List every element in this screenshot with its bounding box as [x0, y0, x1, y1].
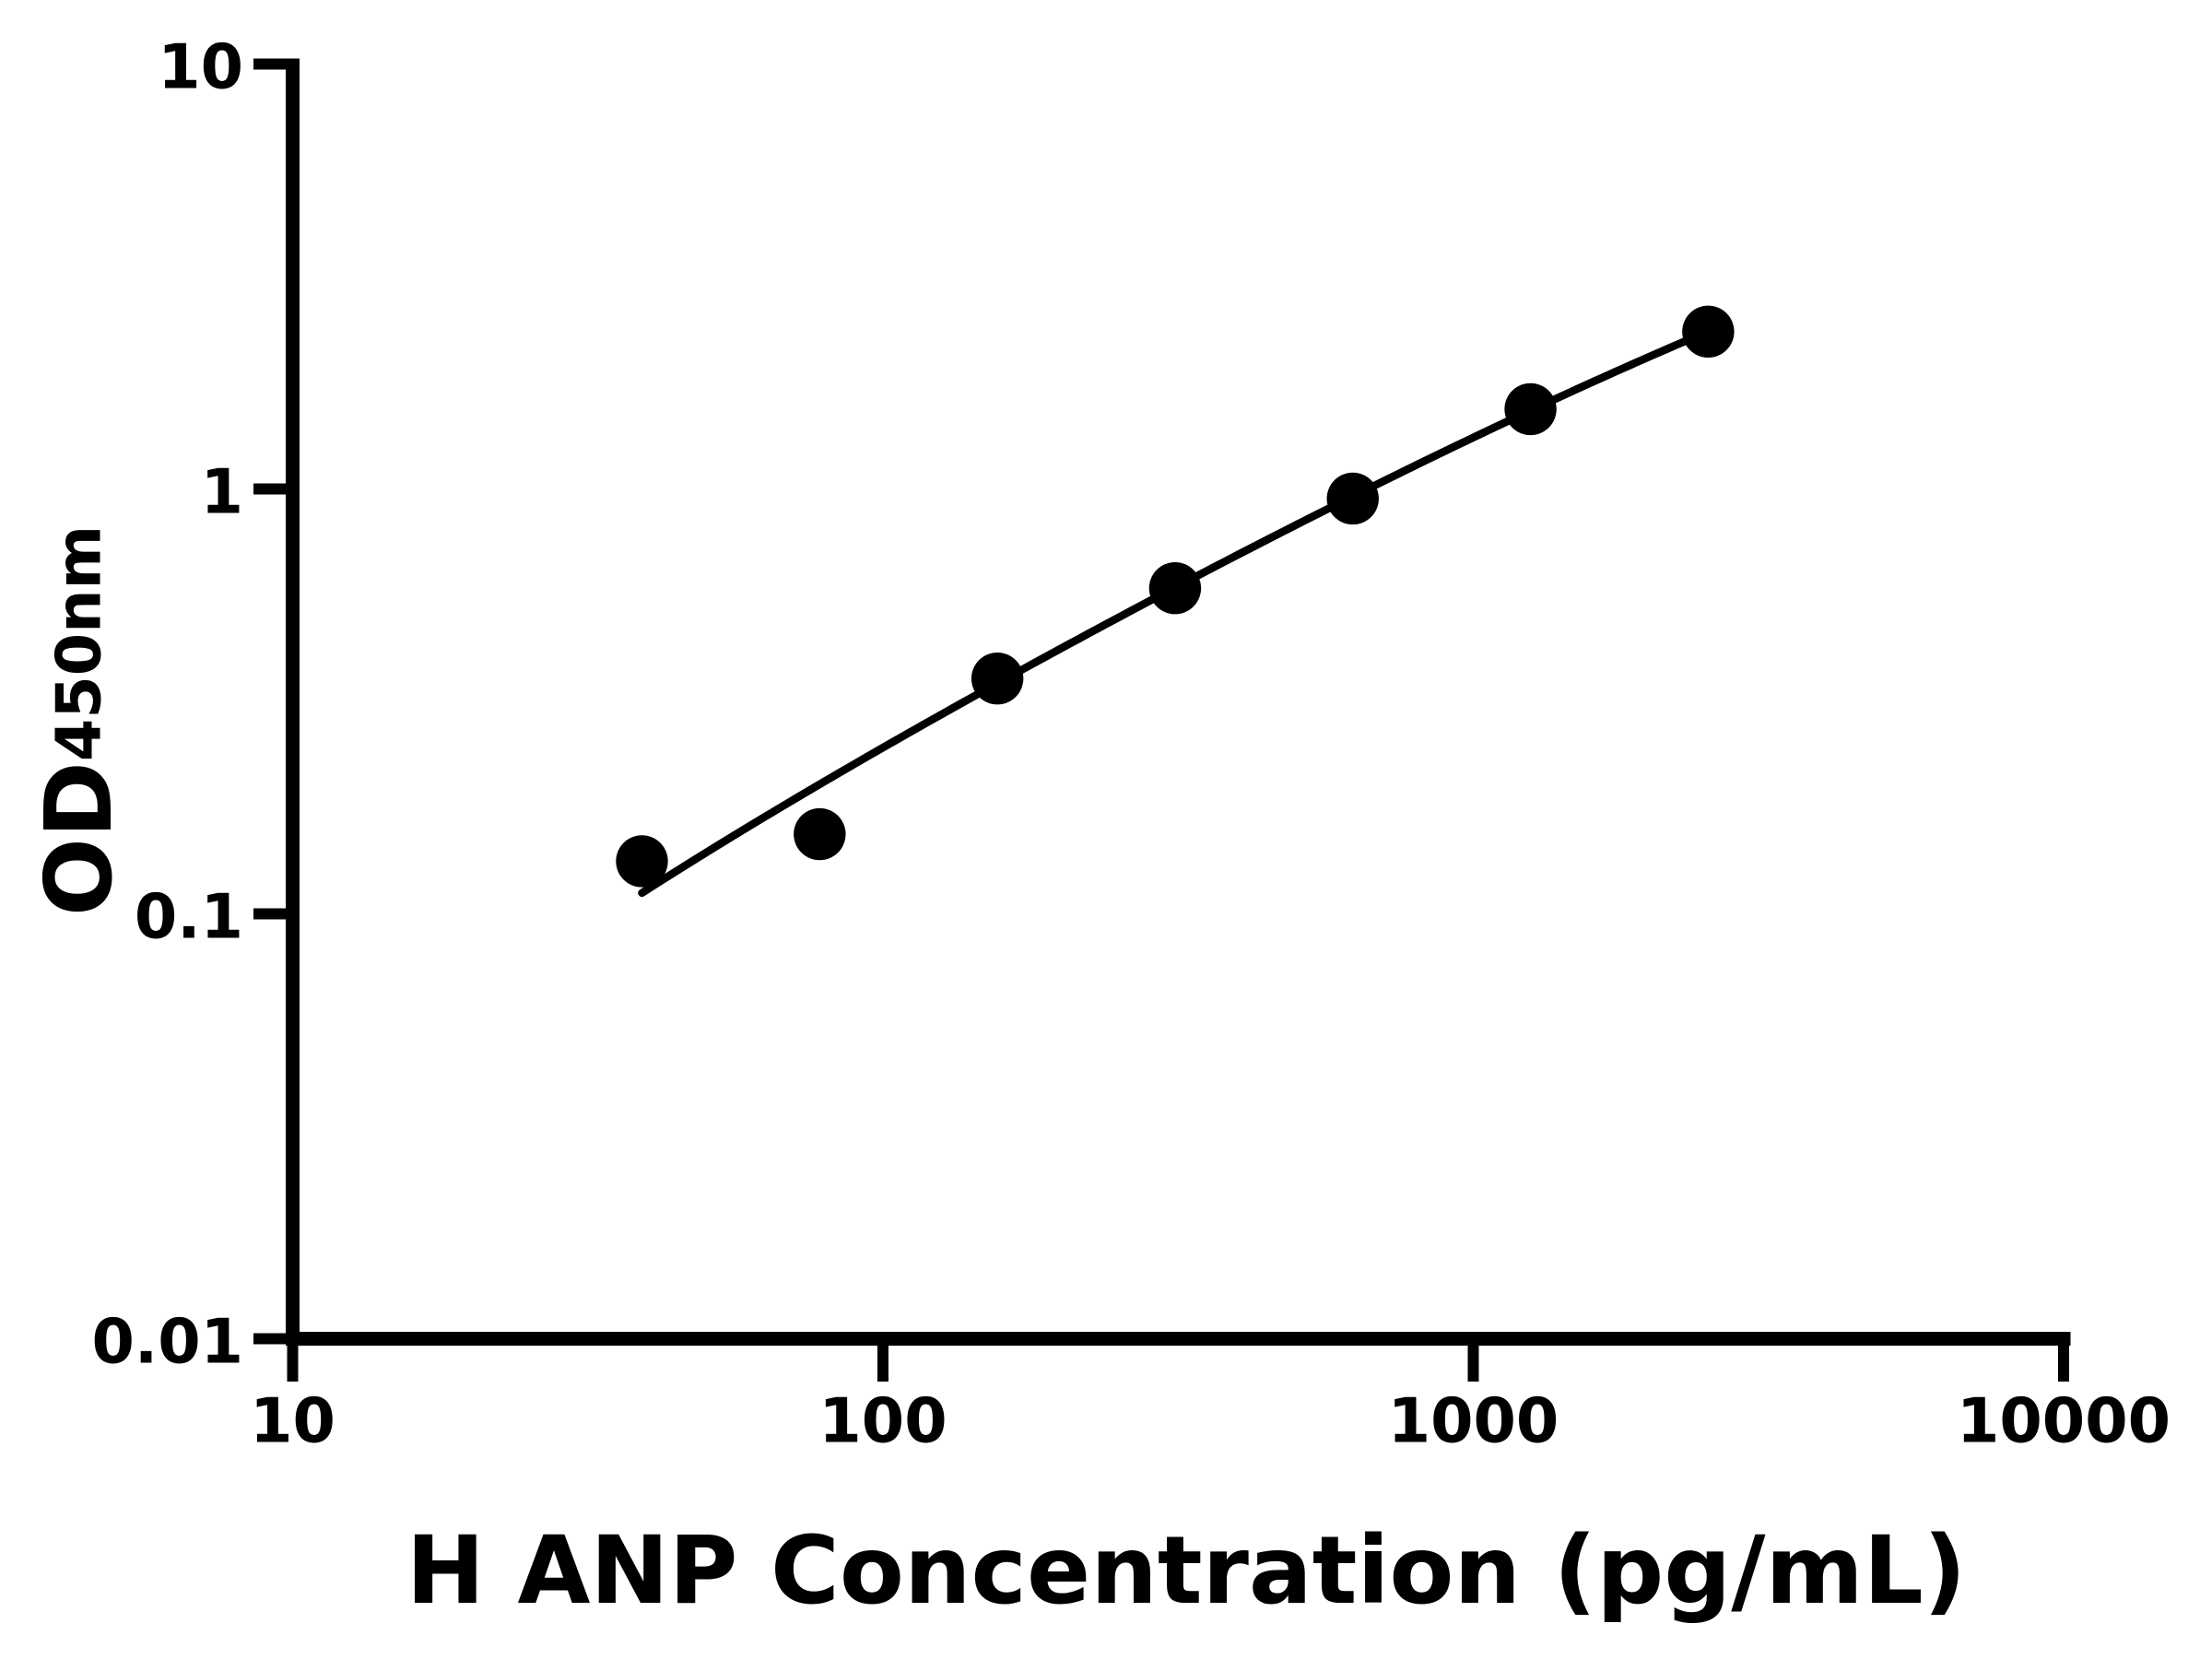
y-tick-label-0.1: 0.1: [135, 881, 243, 953]
data-point-2: [794, 807, 846, 861]
data-point-5: [1326, 472, 1379, 525]
y-tick-label-1: 1: [201, 456, 243, 528]
x-tick-label-10: 10: [250, 1385, 335, 1457]
x-tick-label-100: 100: [818, 1385, 947, 1457]
axes-layer: [253, 58, 2071, 1382]
data-layer: [616, 305, 1735, 898]
y-tick-label-0.01: 0.01: [91, 1306, 243, 1378]
data-point-6: [1504, 382, 1557, 436]
x-tick-label-1000: 1000: [1388, 1385, 1559, 1457]
y-axis-title-base: OD: [25, 761, 133, 916]
y-tick-label-10: 10: [158, 31, 243, 103]
data-point-4: [1148, 561, 1202, 615]
data-point-7: [1682, 305, 1735, 359]
y-axis-title: OD450nm: [25, 525, 133, 916]
data-point-1: [616, 835, 668, 888]
y-axis-title-subscript: 450nm: [43, 525, 115, 761]
x-axis-title: H ANP Concentration (pg/mL): [406, 1516, 1967, 1626]
x-tick-label-10000: 10000: [1957, 1385, 2171, 1457]
data-point-3: [971, 652, 1024, 705]
